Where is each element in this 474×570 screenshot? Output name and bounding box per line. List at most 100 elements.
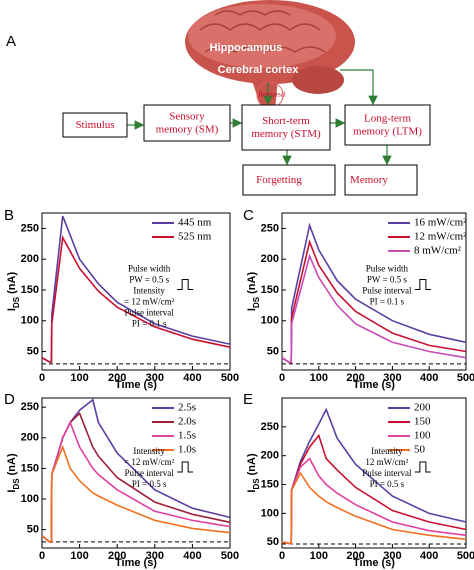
series-line bbox=[41, 235, 231, 363]
pulse-icon bbox=[177, 279, 194, 291]
legend-label: 150 bbox=[414, 416, 431, 428]
node-box bbox=[241, 104, 331, 151]
brain bbox=[185, 0, 355, 110]
annotation: Pulse interval bbox=[125, 468, 175, 478]
y-axis-label: IDS (nA) bbox=[246, 272, 261, 312]
x-tick-label: 0 bbox=[279, 550, 285, 562]
y-tick-label: 150 bbox=[21, 284, 39, 296]
panel-label: C bbox=[243, 207, 254, 224]
node-line: memory (SM) bbox=[156, 123, 219, 135]
y-tick-label: 200 bbox=[261, 253, 279, 265]
node-label: Short-term memory (STM) bbox=[251, 115, 321, 140]
annotation: PW = 0.5 s bbox=[367, 275, 407, 285]
x-tick-label: 500 bbox=[221, 550, 239, 562]
y-label-part: DS bbox=[12, 296, 21, 308]
legend-label: 200 bbox=[414, 402, 431, 414]
pulse-icon bbox=[414, 461, 431, 473]
x-tick-label: 100 bbox=[310, 372, 328, 384]
x-tick-label: 500 bbox=[457, 550, 474, 562]
node-line: Short-term bbox=[262, 115, 310, 127]
y-axis-label: IDS (nA) bbox=[6, 272, 21, 312]
x-tick-label: 300 bbox=[146, 372, 164, 384]
node-line: Sensory bbox=[169, 110, 205, 122]
plot-frame bbox=[41, 397, 231, 549]
legend-label: 1.5s bbox=[178, 430, 196, 442]
brain-label: Cerebral cortex bbox=[218, 64, 300, 76]
node-box bbox=[242, 164, 336, 196]
node-line: Memory bbox=[350, 174, 388, 186]
annotation: Intensity bbox=[133, 446, 165, 456]
plot-frame bbox=[281, 212, 467, 371]
node-box bbox=[344, 164, 418, 196]
annotation: PI = 0.5 s bbox=[370, 479, 405, 489]
y-tick-label: 100 bbox=[261, 315, 279, 327]
legend-label: 2.0s bbox=[178, 416, 196, 428]
x-tick-label: 300 bbox=[383, 550, 401, 562]
y-label-part: I bbox=[246, 490, 258, 493]
y-label-part: I bbox=[6, 490, 18, 493]
node-box bbox=[344, 104, 431, 146]
node-line: Long-term bbox=[364, 112, 411, 124]
node-line: memory (LTM) bbox=[353, 125, 422, 137]
y-tick-label: 250 bbox=[261, 222, 279, 234]
legend-label: 1.0s bbox=[178, 444, 196, 456]
x-tick-label: 100 bbox=[310, 550, 328, 562]
x-axis-label: Time (s) bbox=[115, 379, 157, 391]
x-axis-label: Time (s) bbox=[353, 557, 395, 569]
annotation: Intensity bbox=[133, 286, 165, 296]
legend-label: 16 mW/cm² bbox=[414, 217, 467, 229]
annotation: = 12 mW/cm² bbox=[124, 457, 175, 467]
annotation: PW = 0.5 s bbox=[129, 275, 169, 285]
y-tick-label: 150 bbox=[261, 284, 279, 296]
node-label: Long-term memory (LTM) bbox=[353, 112, 422, 137]
annotation: = 12 mW/cm² bbox=[124, 297, 175, 307]
y-tick-label: 50 bbox=[267, 536, 279, 548]
annotation: Pulse width bbox=[366, 264, 409, 274]
node-line: Stimulus bbox=[75, 119, 114, 131]
x-axis-label: Time (s) bbox=[115, 557, 157, 569]
panel-label: E bbox=[243, 391, 253, 408]
x-tick-label: 400 bbox=[183, 550, 201, 562]
y-axis-label: IDS (nA) bbox=[246, 453, 261, 493]
x-tick-label: 200 bbox=[346, 372, 364, 384]
rehearsal-label: Rehearsal bbox=[258, 91, 286, 99]
node-line: Forgetting bbox=[256, 174, 302, 186]
annotation: Pulse interval bbox=[362, 468, 412, 478]
y-label-part: (nA) bbox=[246, 453, 258, 478]
x-tick-label: 400 bbox=[420, 550, 438, 562]
x-tick-label: 300 bbox=[146, 550, 164, 562]
legend-label: 445 nm bbox=[178, 217, 212, 229]
series-line bbox=[281, 253, 467, 364]
y-tick-label: 100 bbox=[21, 315, 39, 327]
x-tick-label: 0 bbox=[39, 372, 45, 384]
node-label: Memory bbox=[350, 174, 388, 186]
node-label: Stimulus bbox=[75, 119, 114, 131]
annotation: Pulse interval bbox=[362, 286, 412, 296]
x-tick-label: 100 bbox=[70, 372, 88, 384]
plot-frame bbox=[41, 212, 231, 371]
y-tick-label: 250 bbox=[21, 401, 39, 413]
y-label-part: I bbox=[246, 308, 258, 311]
y-tick-label: 50 bbox=[27, 524, 39, 536]
x-tick-label: 400 bbox=[183, 372, 201, 384]
legend-label: 8 mW/cm² bbox=[414, 245, 462, 257]
x-tick-label: 300 bbox=[383, 372, 401, 384]
x-tick-label: 200 bbox=[108, 372, 126, 384]
x-tick-label: 0 bbox=[279, 372, 285, 384]
panel-label: D bbox=[4, 391, 15, 408]
y-label-part: (nA) bbox=[6, 272, 18, 297]
y-tick-label: 250 bbox=[261, 421, 279, 433]
annotation: Intensity bbox=[371, 446, 403, 456]
y-label-part: (nA) bbox=[6, 453, 18, 478]
annotation: PI = 0.1 s bbox=[370, 297, 405, 307]
y-axis-label: IDS (nA) bbox=[6, 453, 21, 493]
x-tick-label: 400 bbox=[420, 372, 438, 384]
legend-label: 50 bbox=[414, 444, 426, 456]
y-tick-label: 50 bbox=[267, 345, 279, 357]
brain-label: Hippocampus bbox=[210, 42, 283, 54]
node-box bbox=[143, 104, 231, 142]
legend-label: 525 nm bbox=[178, 231, 212, 243]
y-tick-label: 100 bbox=[21, 493, 39, 505]
series-line bbox=[41, 444, 231, 543]
node-line: memory (STM) bbox=[251, 128, 321, 140]
